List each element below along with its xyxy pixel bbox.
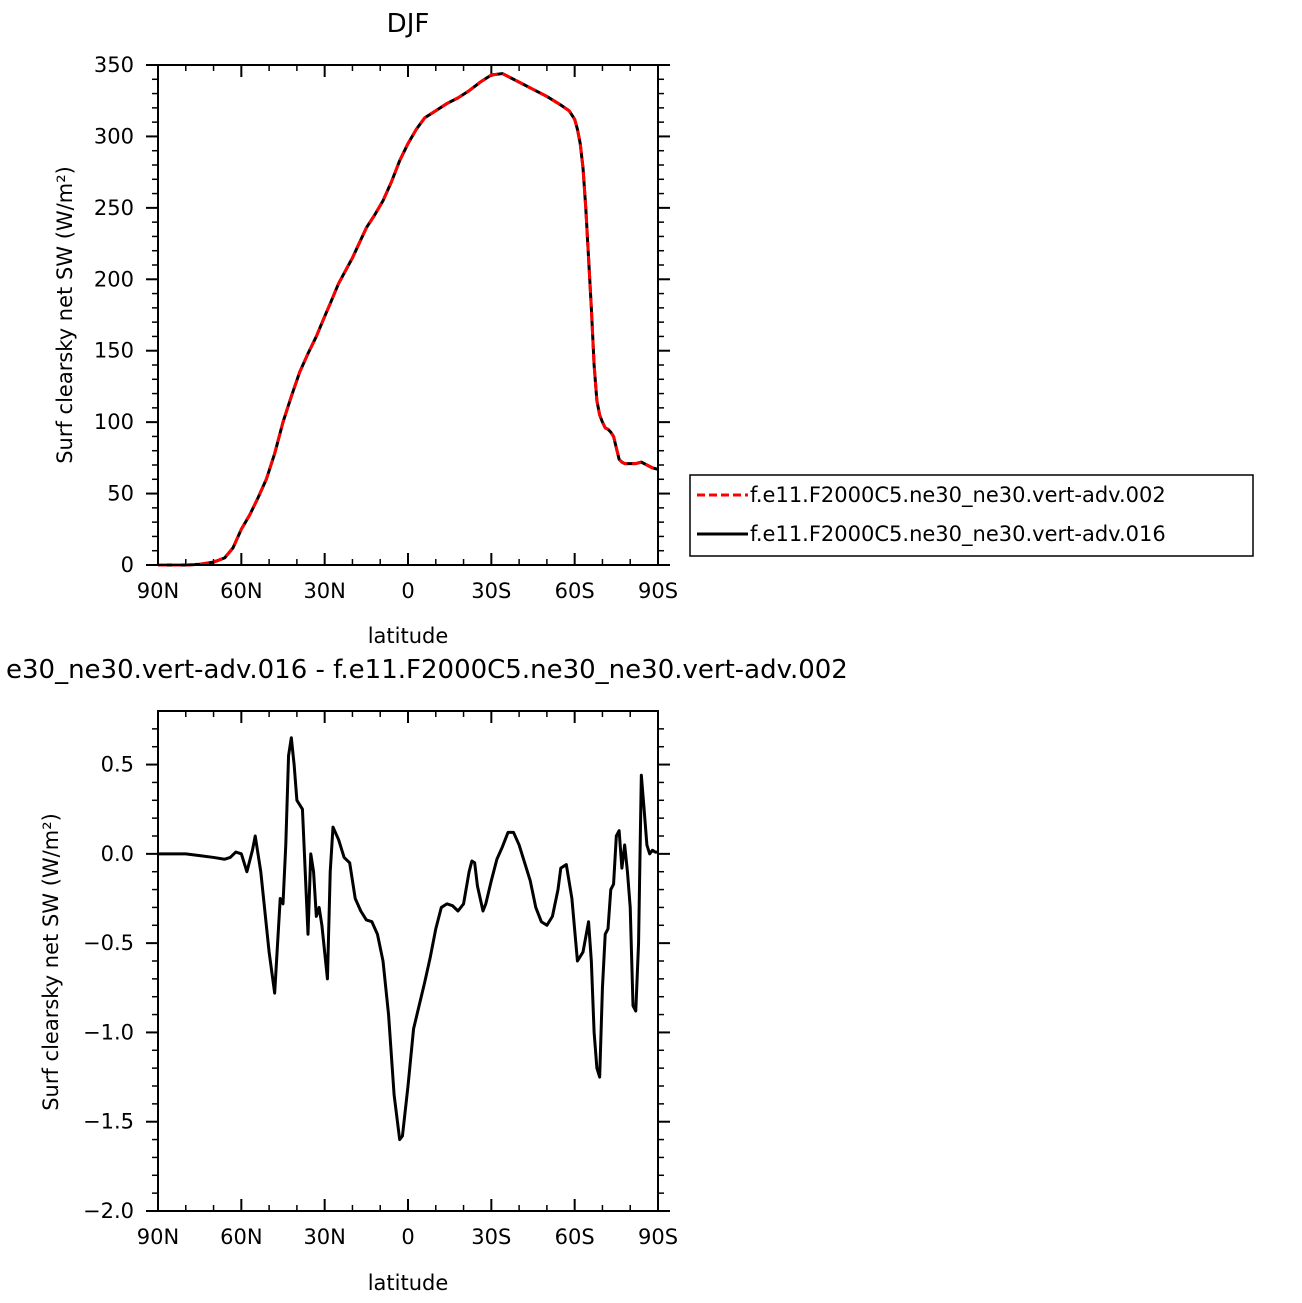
y-tick-label: 150: [94, 339, 134, 363]
bottom-x-tick-labels: 90N 60N 30N 0 30S 60S 90S: [137, 1225, 678, 1249]
y-tick-label: 50: [107, 482, 134, 506]
bottom-ticks: [146, 711, 670, 1212]
y-tick-label: 0: [121, 553, 134, 577]
top-x-tick-labels: 90N 60N 30N 0 30S 60S 90S: [137, 579, 678, 603]
y-tick-label: 200: [94, 267, 134, 291]
top-series-group: [158, 72, 659, 567]
y-tick-label: −1.5: [83, 1110, 134, 1134]
x-tick-label: 90N: [137, 579, 179, 603]
x-tick-label: 30N: [303, 579, 345, 603]
top-y-tick-labels: 0 50 100 150 200 250 300 350: [94, 53, 134, 577]
top-x-axis-label: latitude: [368, 624, 449, 648]
x-tick-label: 30S: [471, 1225, 511, 1249]
y-tick-label: −1.0: [83, 1020, 134, 1044]
bottom-x-axis-label: latitude: [368, 1271, 449, 1295]
bottom-y-tick-labels: −2.0 −1.5 −1.0 −0.5 0.0 0.5: [83, 753, 134, 1223]
y-tick-label: 100: [94, 410, 134, 434]
x-tick-label: 0: [401, 579, 414, 603]
series-line-2: [158, 72, 659, 567]
y-tick-label: 0.0: [101, 842, 134, 866]
y-tick-label: 350: [94, 53, 134, 77]
x-tick-label: 60S: [555, 1225, 595, 1249]
x-tick-label: 90N: [137, 1225, 179, 1249]
y-tick-label: 250: [94, 196, 134, 220]
x-tick-label: 30N: [303, 1225, 345, 1249]
x-tick-label: 60N: [220, 579, 262, 603]
x-tick-label: 30S: [471, 579, 511, 603]
y-tick-label: 300: [94, 124, 134, 148]
x-tick-label: 0: [401, 1225, 414, 1249]
legend-box: [689, 474, 1254, 557]
legend: f.e11.F2000C5.ne30_ne30.vert-adv.002 f.e…: [689, 474, 1254, 557]
bottom-plot-frame: [157, 710, 659, 1212]
series-line-1: [158, 736, 658, 1142]
bottom-chart-title: e30_ne30.vert-adv.016 - f.e11.F2000C5.ne…: [6, 655, 848, 685]
x-tick-label: 60S: [555, 579, 595, 603]
y-tick-label: 0.5: [101, 753, 134, 777]
x-tick-label: 90S: [638, 579, 678, 603]
bottom-y-axis-label: Surf clearsky net SW (W/m²): [39, 813, 63, 1111]
top-y-axis-label: Surf clearsky net SW (W/m²): [53, 166, 77, 464]
x-tick-label: 90S: [638, 1225, 678, 1249]
top-chart-title: DJF: [387, 9, 430, 39]
legend-label-series-1: f.e11.F2000C5.ne30_ne30.vert-adv.002: [750, 483, 1166, 508]
top-panel: DJF 90N 60N 30N 0 30S 60S 90S 0 50 100 150 200 250 3…: [53, 9, 678, 648]
legend-label-series-2: f.e11.F2000C5.ne30_ne30.vert-adv.016: [750, 522, 1166, 547]
x-tick-label: 60N: [220, 1225, 262, 1249]
top-plot-frame: [157, 64, 659, 566]
bottom-series-group: [158, 736, 658, 1142]
bottom-panel: e30_ne30.vert-adv.016 - f.e11.F2000C5.ne…: [6, 655, 848, 1295]
series-line-1: [158, 72, 659, 567]
y-tick-label: −2.0: [83, 1199, 134, 1223]
y-tick-label: −0.5: [83, 931, 134, 955]
